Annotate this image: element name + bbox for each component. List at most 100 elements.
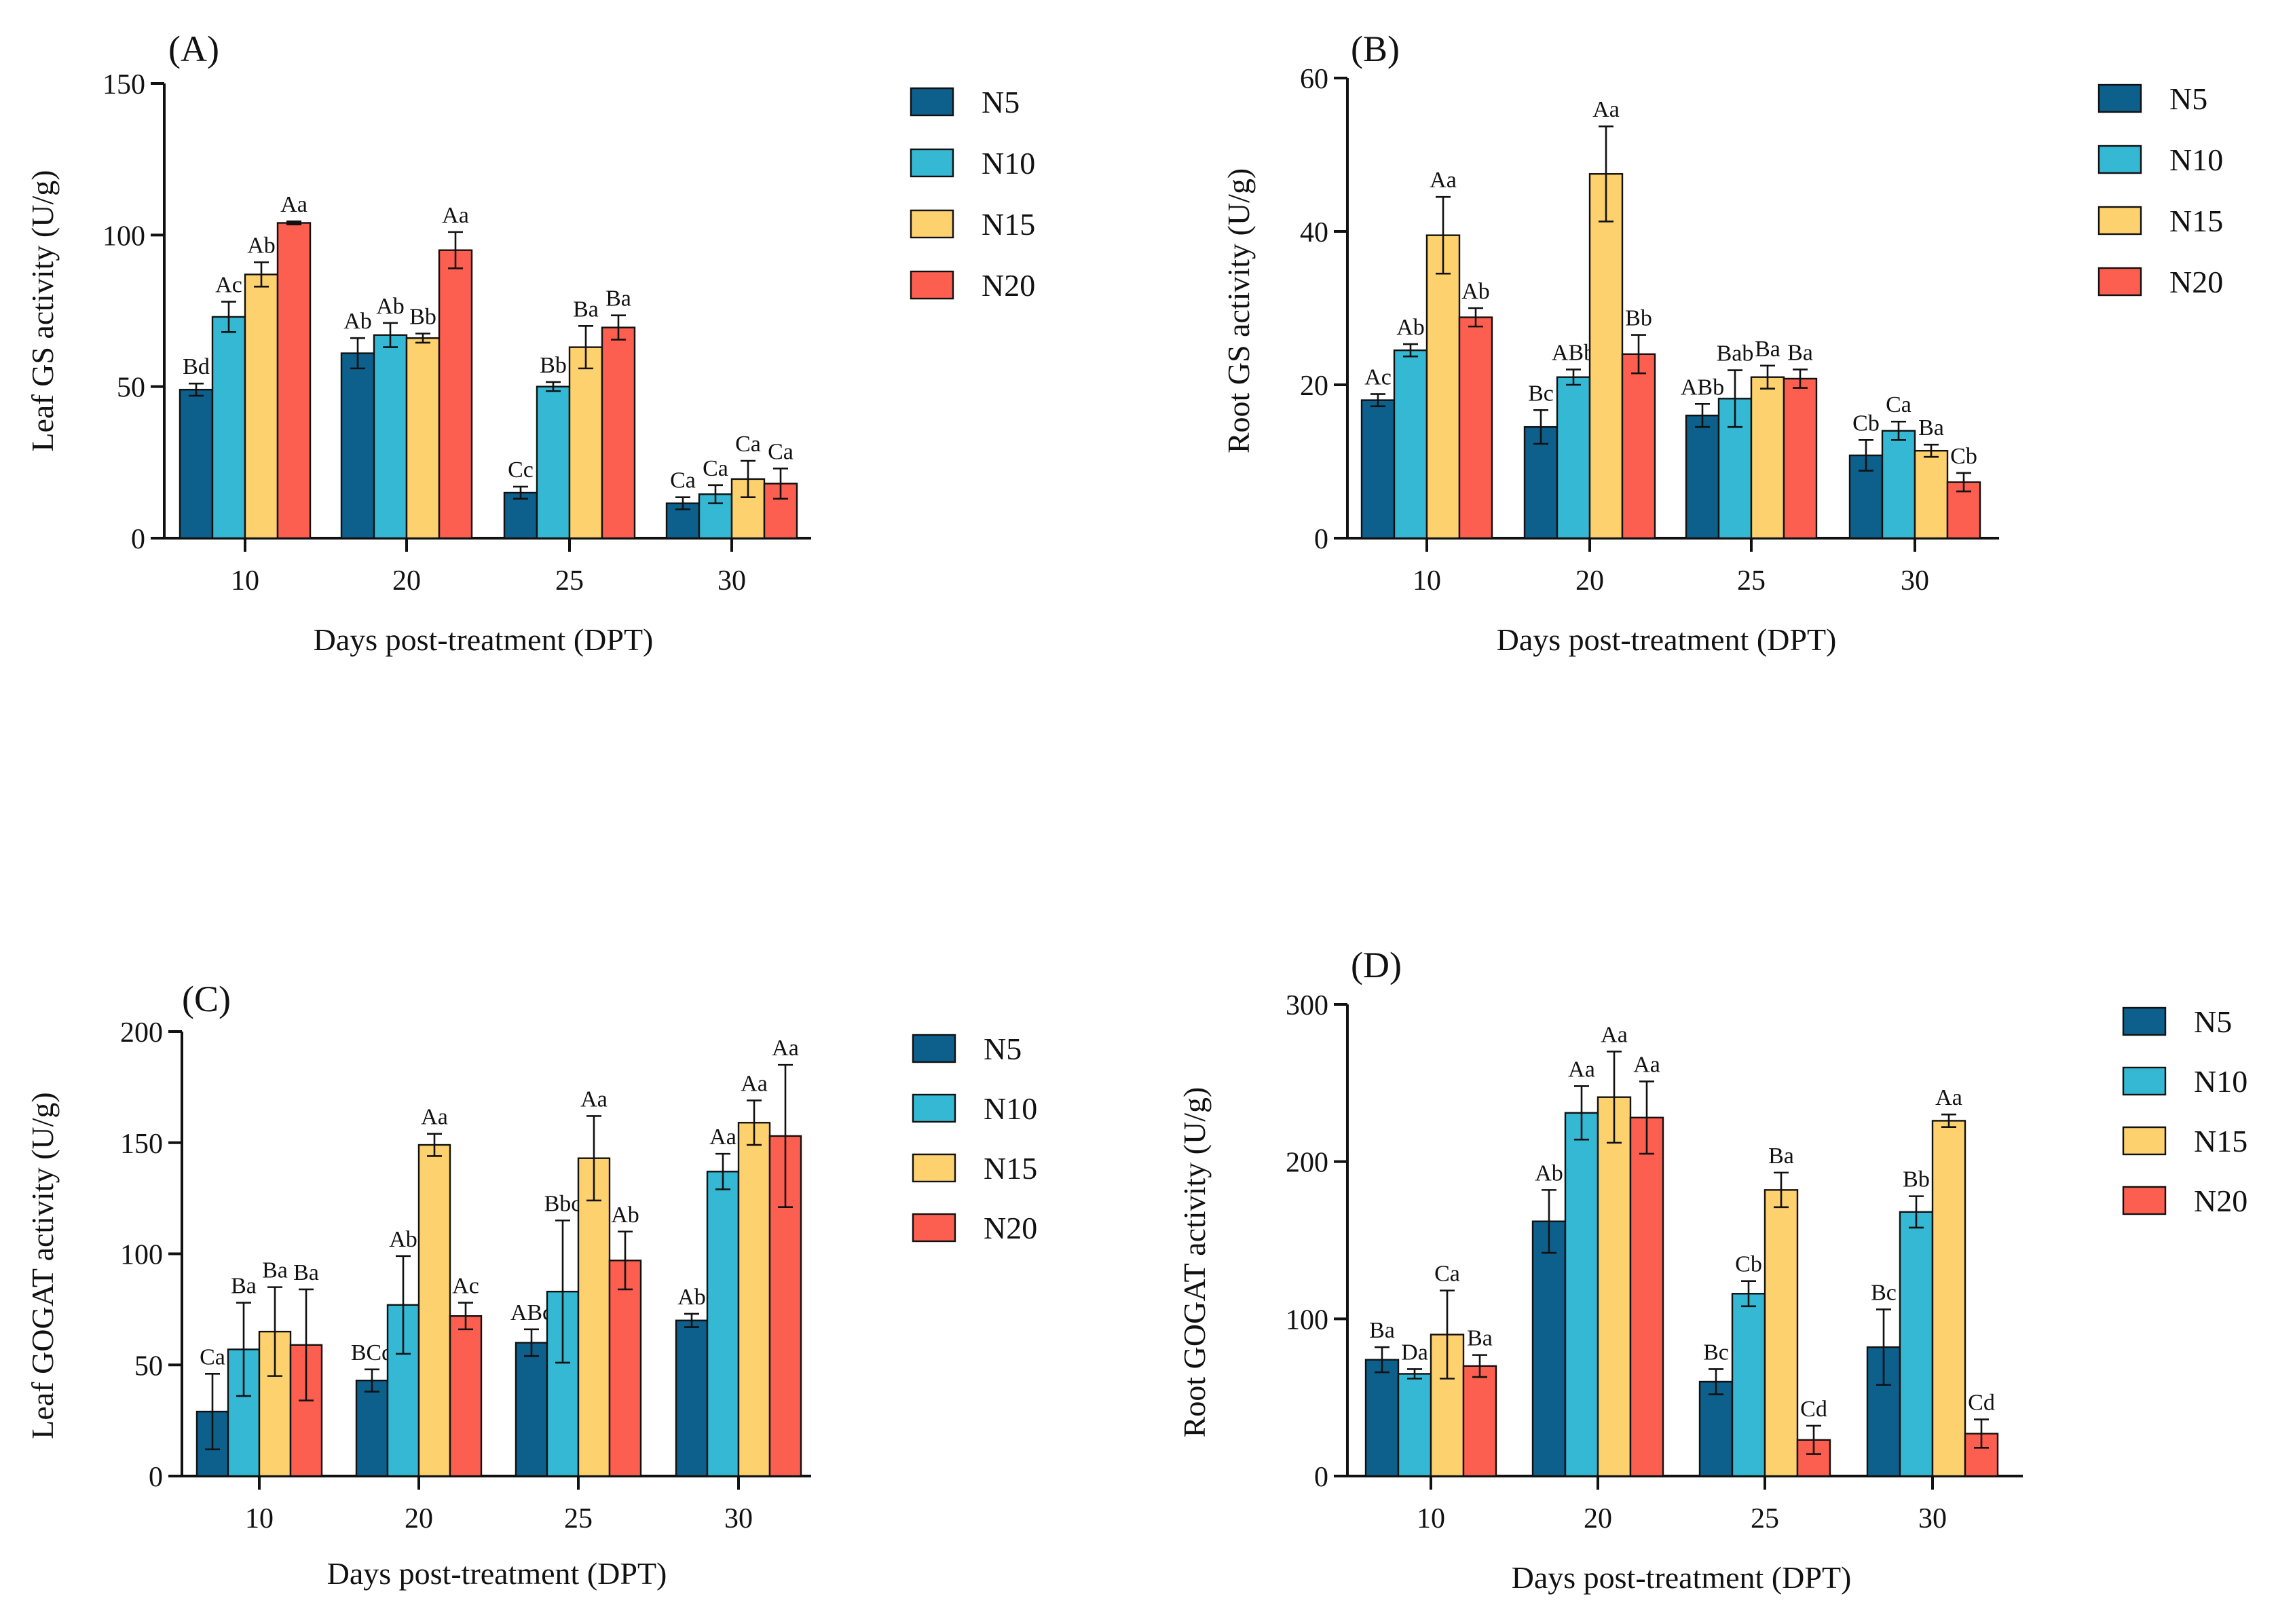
panel-a-legend-swatch-n5: [910, 87, 954, 117]
panel-a-bar-n10-20: [373, 334, 408, 540]
panel-d-significance-label: Ca: [1434, 1262, 1460, 1287]
panel-d-bar-n10-10: [1397, 1373, 1432, 1477]
panel-a-significance-label: Bd: [183, 354, 210, 379]
panel-d-significance-label: Bc: [1871, 1280, 1897, 1305]
panel-a-legend-label-n15: N15: [982, 207, 1035, 242]
panel-c-significance-label: Ca: [200, 1344, 225, 1370]
panel-c-bar-n10-30: [706, 1171, 740, 1477]
panel-c-error-bar: [715, 1152, 730, 1190]
panel-b-y-tick-label: 0: [1314, 524, 1328, 555]
panel-a-significance-label: Ac: [215, 273, 242, 298]
panel-c-significance-label: Aa: [772, 1036, 799, 1061]
panel-c-bar-n20-10: [289, 1344, 323, 1477]
panel-a-legend-label-n5: N5: [982, 85, 1020, 119]
panel-b-legend-swatch-n10: [2097, 145, 2142, 174]
panel-a-bar-n20-10: [276, 222, 312, 540]
panel-c-error-bar: [299, 1288, 314, 1401]
panel-c-significance-label: Ac: [452, 1274, 479, 1299]
panel-d-y-tick-label: 100: [1286, 1304, 1328, 1336]
panel-c-y-axis-label: Leaf GOGAT activity (U/g): [25, 1092, 60, 1439]
panel-d-legend-swatch-n20: [2122, 1186, 2167, 1215]
panel-c-x-axis-label: Days post-treatment (DPT): [327, 1556, 667, 1591]
panel-b-significance-label: Ba: [1755, 337, 1780, 362]
panel-a-error-bar: [221, 301, 236, 333]
panel-b-legend-label-n20: N20: [2169, 265, 2223, 299]
panel-c-significance-label: Ab: [677, 1285, 706, 1310]
panel-c-significance-label: BCd: [351, 1340, 393, 1365]
panel-a-legend-swatch-n10: [910, 148, 954, 178]
panel-d-significance-label: Cd: [1968, 1391, 1995, 1416]
panel-a-significance-label: Ab: [343, 309, 372, 334]
panel-d-bar-n10-20: [1564, 1112, 1599, 1477]
panel-a-significance-label: Ba: [605, 286, 631, 311]
panel-a-bar-n20-20: [438, 249, 473, 540]
panel-c-x-tick-label: 25: [564, 1503, 593, 1534]
panel-b-legend-label-n15: N15: [2169, 204, 2223, 238]
panel-d-error-bar: [1741, 1280, 1756, 1308]
panel-c-significance-label: Aa: [709, 1125, 736, 1150]
panel-a-error-bar: [448, 231, 463, 269]
panel-d-significance-label: Aa: [1935, 1085, 1962, 1110]
panel-a: (A) Leaf GS activity (U/g) Days post-tre…: [25, 29, 1035, 657]
panel-d-bar-n15-25: [1764, 1189, 1799, 1477]
panel-d-significance-label: Aa: [1633, 1053, 1660, 1078]
panel-b-axes: 0 20 40 60 10 20 25 30: [1300, 64, 1999, 597]
panel-d-y-tick-label: 300: [1286, 990, 1328, 1021]
panel-a-significance-label: Ca: [735, 432, 761, 457]
panel-b-bar-n5-25: [1685, 415, 1720, 540]
panel-c-error-bar: [524, 1328, 539, 1357]
panel-c-bar-n15-25: [577, 1157, 611, 1477]
panel-b-error-bar: [1760, 364, 1775, 390]
panel-b-error-bar: [1695, 402, 1710, 428]
panel-b-legend-swatch-n5: [2097, 83, 2142, 113]
panel-d-error-bar: [1774, 1171, 1789, 1209]
panel-c-bar-n20-20: [449, 1315, 483, 1477]
panel-b-error-bar: [1728, 369, 1742, 428]
panel-d-error-bar: [1974, 1418, 1989, 1449]
panel-b-x-tick-label: 25: [1737, 565, 1766, 597]
panel-b-significance-label: Bc: [1528, 381, 1554, 406]
panel-c-x-tick-label: 30: [724, 1503, 753, 1534]
panel-d-legend-label-n20: N20: [2194, 1184, 2247, 1218]
panel-a-bar-n5-25: [503, 491, 538, 540]
panel-c-axes: 0 50 100 150 200 10 20 25 30: [120, 1017, 811, 1534]
panel-c-error-bar: [236, 1302, 251, 1397]
panel-b-legend-label-n5: N5: [2169, 81, 2207, 116]
panel-b-error-bar: [1956, 472, 1971, 493]
panel-c-error-bar: [267, 1286, 282, 1377]
panel-d-x-tick-label: 30: [1918, 1503, 1947, 1534]
panel-c-significance-label: Ab: [389, 1227, 417, 1252]
panel-b-bar-n20-20: [1621, 353, 1656, 540]
panel-d-error-bar: [1440, 1289, 1455, 1380]
panel-d-error-bar: [1375, 1346, 1389, 1374]
panel-a-significance-label: Ca: [768, 439, 794, 464]
panel-a-significance-label: Ab: [247, 233, 276, 259]
panel-a-significance-label: Ab: [376, 294, 405, 319]
panel-c-significance-label: Bbc: [544, 1191, 582, 1216]
panel-c-error-bar: [205, 1373, 220, 1450]
panel-d-bar-n5-20: [1531, 1220, 1567, 1477]
panel-b-significance-label: Aa: [1430, 168, 1457, 193]
panel-b-significance-label: Cb: [1852, 411, 1880, 436]
panel-a-legend-swatch-n20: [910, 270, 954, 300]
panel-b-error-bar: [1468, 307, 1483, 328]
panel-a-significance-label: Bb: [540, 353, 567, 378]
panel-b-error-bar: [1631, 334, 1646, 375]
panel-a-error-bar: [708, 484, 723, 504]
panel-b-x-tick-label: 20: [1575, 565, 1604, 597]
panel-b-error-bar: [1891, 420, 1906, 441]
panel-d-bar-n10-30: [1899, 1211, 1934, 1477]
panel-b-significance-label: ABb: [1681, 375, 1724, 400]
panel-c-error-bar: [427, 1133, 442, 1157]
panel-b-significance-label: Ba: [1918, 415, 1944, 440]
panel-c-y-tick-label: 100: [120, 1240, 163, 1271]
panel-c-x-tick-label: 20: [405, 1503, 433, 1534]
panel-c-error-bar: [555, 1220, 570, 1364]
panel-c-error-bar: [684, 1313, 699, 1328]
panel-a-bar-n15-20: [405, 337, 441, 540]
panel-a-x-axis-label: Days post-treatment (DPT): [314, 622, 654, 657]
panel-b-legend-label-n10: N10: [2169, 143, 2223, 177]
